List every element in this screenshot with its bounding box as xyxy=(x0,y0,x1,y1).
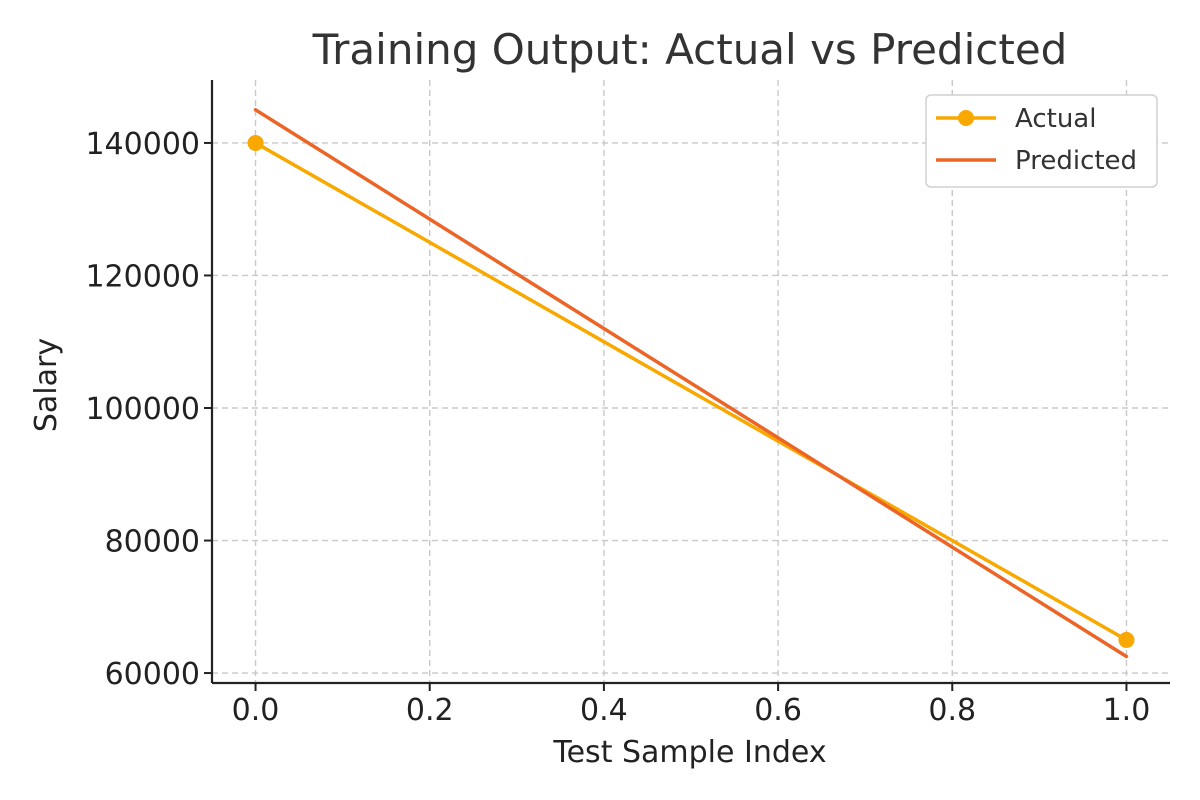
x-tick-label: 0.4 xyxy=(580,693,628,728)
x-tick-label: 0.8 xyxy=(928,693,976,728)
x-tick-label: 1.0 xyxy=(1103,693,1151,728)
data-point-actual xyxy=(247,134,264,151)
y-axis-ticks: 60000 80000 100000 120000 140000 xyxy=(85,127,212,692)
chart-title: Training Output: Actual vs Predicted xyxy=(312,25,1068,74)
legend-label-actual: Actual xyxy=(1015,104,1096,134)
x-tick-label: 0.0 xyxy=(232,693,280,728)
y-tick-label: 120000 xyxy=(85,259,200,294)
series-line-actual xyxy=(253,141,1129,642)
y-tick-label: 140000 xyxy=(85,127,200,162)
y-tick-label: 100000 xyxy=(85,392,200,427)
x-axis-label: Test Sample Index xyxy=(552,735,826,770)
y-axis-label: Salary xyxy=(29,338,64,432)
legend-marker-actual xyxy=(958,110,974,126)
series-line-predicted xyxy=(253,108,1129,659)
x-tick-label: 0.2 xyxy=(406,693,454,728)
x-axis-ticks: 0.0 0.2 0.4 0.6 0.8 1.0 xyxy=(232,683,1151,728)
series-group xyxy=(247,108,1135,659)
x-tick-label: 0.6 xyxy=(754,693,802,728)
legend-label-predicted: Predicted xyxy=(1015,146,1137,176)
y-tick-label: 60000 xyxy=(105,657,200,692)
data-point-actual xyxy=(1118,631,1135,648)
y-tick-label: 80000 xyxy=(105,525,200,560)
legend: Actual Predicted xyxy=(925,94,1158,188)
